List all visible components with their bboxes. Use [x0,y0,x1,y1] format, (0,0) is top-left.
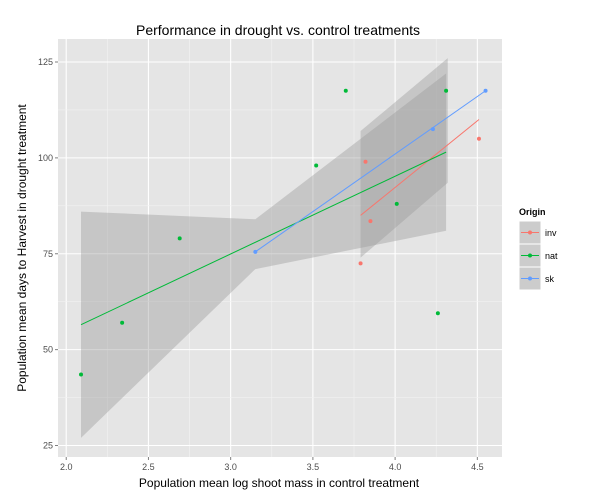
data-point-sk [253,249,258,254]
legend-label-inv: inv [545,228,557,238]
gridlines [58,39,502,457]
data-point-sk [483,88,488,93]
legend-title: Origin [519,207,546,217]
y-axis-ticks: 25 50 75 100 125 [38,57,58,450]
x-tick-label: 2.5 [142,462,155,472]
y-axis-title: Population mean days to Harvest in droug… [15,104,29,392]
data-point-inv [358,261,363,266]
legend-key-point-inv [528,230,532,235]
legend-label-nat: nat [545,251,558,261]
data-point-inv [476,136,481,141]
data-point-nat [343,88,348,93]
legend: Origin inv nat sk [518,207,558,291]
fit-line-nat [80,151,447,326]
confidence-band-nat [81,73,447,438]
data-point-nat [314,163,319,168]
data-point-nat [177,236,182,241]
plot-panel [58,39,502,457]
data-point-nat [435,311,440,316]
data-points [79,88,488,377]
fit-line-inv [360,119,480,216]
y-tick-label: 25 [43,440,53,450]
y-tick-label: 100 [38,153,53,163]
fit-line-sk [255,90,486,253]
x-tick-label: 4.0 [389,462,402,472]
data-point-nat [120,320,125,325]
x-axis-title: Population mean log shoot mass in contro… [139,476,420,490]
data-point-nat [394,201,399,206]
y-tick-label: 125 [38,57,53,67]
data-point-sk [430,127,435,132]
x-tick-label: 4.5 [471,462,484,472]
confidence-band-inv [360,58,448,258]
chart-title: Performance in drought vs. control treat… [136,22,420,38]
legend-key-point-nat [528,253,532,258]
legend-label-sk: sk [545,274,555,284]
y-tick-label: 75 [43,249,53,259]
confidence-bands [81,58,448,438]
x-axis-ticks: 2.0 2.5 3.0 3.5 4.0 4.5 [60,457,484,472]
x-tick-label: 3.0 [224,462,237,472]
fit-lines [80,90,486,326]
x-tick-label: 2.0 [60,462,73,472]
y-tick-label: 50 [43,345,53,355]
legend-key-point-sk [528,276,532,281]
x-tick-label: 3.5 [307,462,320,472]
data-point-nat [79,372,84,377]
data-point-inv [368,219,373,224]
legend-keys: inv nat sk [518,220,558,291]
data-point-nat [444,88,449,93]
data-point-inv [363,159,368,164]
